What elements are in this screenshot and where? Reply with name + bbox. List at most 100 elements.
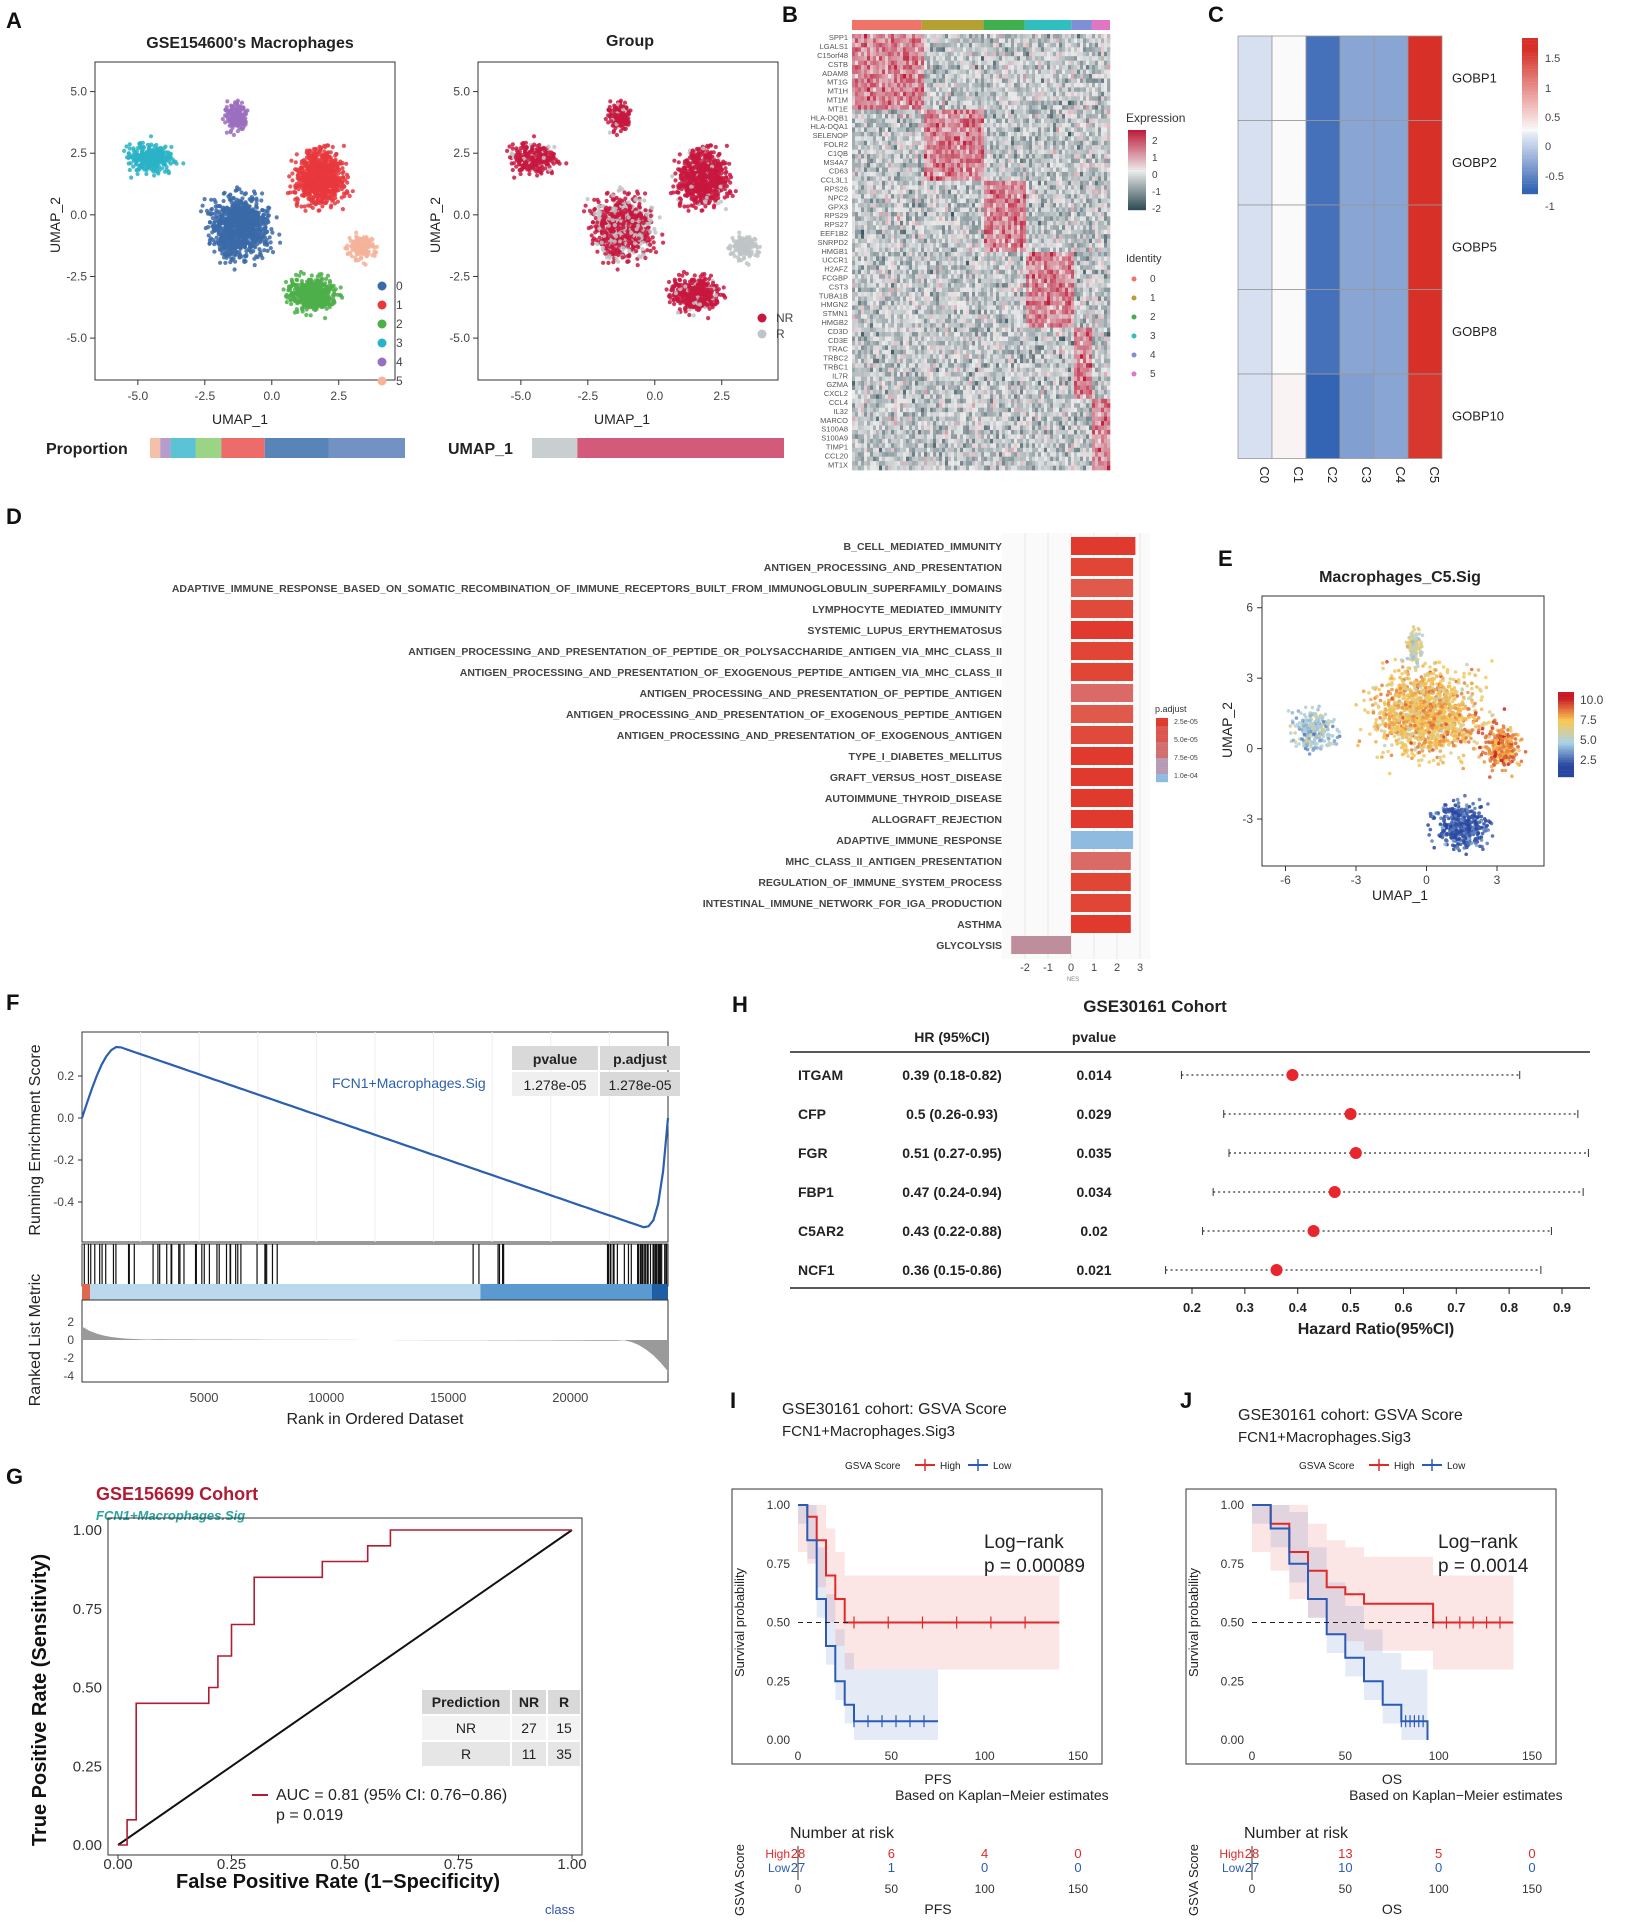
cluster-point xyxy=(242,232,247,237)
cluster-point xyxy=(325,143,330,148)
cluster-point xyxy=(210,224,215,229)
group-point xyxy=(702,191,707,197)
cluster-point xyxy=(151,169,156,174)
group-point xyxy=(711,184,716,189)
cluster-point xyxy=(254,232,259,237)
group-point xyxy=(701,146,706,151)
group-point xyxy=(682,279,688,284)
group-point xyxy=(666,294,672,299)
cluster-point xyxy=(303,192,308,197)
cluster-point xyxy=(294,202,299,207)
cluster-point xyxy=(144,149,149,154)
cluster-point xyxy=(247,226,252,231)
group-point xyxy=(677,196,683,201)
cluster-point xyxy=(350,248,355,253)
cluster-point xyxy=(324,199,329,204)
cluster-point xyxy=(354,234,359,239)
group-point xyxy=(585,197,590,202)
cluster-point xyxy=(247,218,252,224)
cluster-point xyxy=(239,190,244,195)
group-point xyxy=(637,254,642,259)
group-point xyxy=(695,177,700,182)
cluster-point xyxy=(226,238,231,243)
cluster-point xyxy=(265,229,270,234)
cluster-point xyxy=(230,114,235,119)
group-point xyxy=(680,273,685,278)
cluster-point xyxy=(356,246,361,252)
cluster-point xyxy=(206,233,211,238)
group-point xyxy=(696,156,702,161)
cluster-point xyxy=(331,197,336,202)
cluster-point xyxy=(335,292,340,297)
group-point xyxy=(699,173,704,178)
cluster-point xyxy=(311,200,317,205)
cluster-point xyxy=(236,113,241,119)
cluster-point xyxy=(321,283,326,288)
cluster-point xyxy=(327,180,332,185)
cluster-point xyxy=(237,234,243,239)
group-point xyxy=(601,221,606,226)
group-point xyxy=(648,248,653,253)
cluster-point xyxy=(200,203,205,208)
cluster-point xyxy=(206,225,211,230)
cluster-point xyxy=(305,304,310,309)
cluster-point xyxy=(302,160,307,165)
umap-clusters-points xyxy=(122,98,379,321)
cluster-point xyxy=(225,233,230,238)
cluster-point xyxy=(233,259,238,264)
cluster-point xyxy=(135,171,140,177)
panel-label-d: D xyxy=(6,504,22,529)
group-point xyxy=(668,191,674,196)
cluster-point xyxy=(237,209,242,214)
cluster-point xyxy=(317,208,322,213)
group-point xyxy=(683,307,688,312)
cluster-point xyxy=(244,206,249,211)
cluster-point xyxy=(152,173,157,178)
group-point xyxy=(648,229,653,234)
cluster-point xyxy=(328,184,333,189)
cluster-point xyxy=(140,147,145,152)
cluster-point xyxy=(221,255,227,260)
group-point xyxy=(597,235,602,240)
group-point xyxy=(593,224,598,229)
cluster-point xyxy=(319,199,324,204)
cluster-point xyxy=(323,158,328,163)
panel-label-a: A xyxy=(6,8,22,33)
cluster-point xyxy=(254,205,259,210)
group-point xyxy=(718,292,723,297)
umap-clusters-title: GSE154600's Macrophages xyxy=(146,35,354,52)
cluster-point xyxy=(311,188,316,193)
cluster-point xyxy=(311,162,316,167)
group-point xyxy=(691,197,696,202)
cluster-point xyxy=(313,156,318,161)
group-point xyxy=(612,239,617,244)
cluster-point xyxy=(329,203,334,208)
cluster-point xyxy=(293,183,298,188)
cluster-point xyxy=(163,158,168,163)
group-point xyxy=(595,242,600,247)
cluster-point xyxy=(270,230,275,235)
group-point xyxy=(708,195,713,200)
cluster-point xyxy=(347,193,352,199)
cluster-point xyxy=(224,211,229,217)
group-point xyxy=(702,272,707,277)
group-point xyxy=(723,295,728,300)
group-point xyxy=(643,234,648,239)
group-point xyxy=(716,287,721,292)
group-point xyxy=(673,171,678,176)
cluster-point xyxy=(250,213,255,218)
cluster-point xyxy=(316,173,321,178)
group-point xyxy=(692,273,697,278)
cluster-point xyxy=(250,197,255,202)
cluster-point xyxy=(137,141,142,146)
cluster-point xyxy=(235,98,240,103)
cluster-point xyxy=(254,201,259,207)
group-point xyxy=(711,188,716,193)
cluster-point xyxy=(300,284,305,289)
group-point xyxy=(600,245,605,250)
cluster-point xyxy=(299,279,304,284)
group-point xyxy=(683,284,688,289)
cluster-point xyxy=(307,172,312,177)
group-point xyxy=(616,221,622,226)
